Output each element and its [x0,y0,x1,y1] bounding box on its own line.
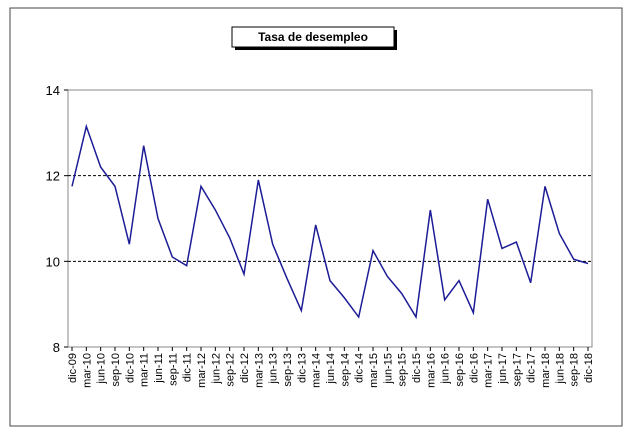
chart-frame [9,7,623,427]
x-tick-label: jun-15 [382,353,394,385]
title-box [231,26,395,48]
x-tick-label: jun-18 [554,353,566,385]
x-tick-label: mar-13 [253,353,265,388]
x-tick-label: jun-14 [325,353,337,385]
x-tick-label: mar-18 [540,353,552,388]
x-tick-label: sep-17 [511,353,523,387]
x-tick-label: sep-12 [225,353,237,387]
x-tick-label: jun-11 [153,353,165,384]
x-tick-label: sep-14 [339,353,351,387]
x-tick-label: mar-11 [139,353,151,387]
x-tick-label: jun-10 [96,353,108,385]
x-tick-label: dic-11 [182,353,194,382]
x-tick-label: dic-13 [296,353,308,383]
x-tick-label: dic-17 [526,353,538,383]
x-tick-label: dic-16 [468,353,480,383]
x-tick-label: jun-12 [210,353,222,385]
x-tick-label: dic-10 [124,353,136,383]
x-tick-label: sep-13 [282,353,294,387]
x-tick-label: mar-14 [311,353,323,388]
x-tick-label: sep-15 [397,353,409,387]
x-tick-label: dic-18 [583,353,595,383]
y-tick-label: 10 [46,254,60,269]
y-tick-label: 14 [46,83,60,98]
x-tick-label: jun-16 [440,353,452,385]
x-tick-label: sep-10 [110,353,122,387]
x-tick-label: jun-17 [497,353,509,385]
x-tick-label: dic-14 [354,353,366,383]
x-tick-label: mar-15 [368,353,380,388]
x-tick-label: dic-15 [411,353,423,383]
y-tick-label: 12 [46,169,60,184]
x-tick-label: mar-16 [425,353,437,388]
x-tick-label: sep-18 [569,353,581,387]
x-tick-label: mar-10 [81,353,93,388]
chart-title: Tasa de desempleo [258,30,368,44]
x-tick-label: dic-12 [239,353,251,383]
x-tick-label: mar-12 [196,353,208,388]
line-series [71,123,589,320]
x-tick-label: sep-11 [167,353,179,386]
x-tick-label: sep-16 [454,353,466,387]
y-tick-label: 8 [53,340,60,355]
x-tick-label: jun-13 [268,353,280,385]
x-tick-label: dic-09 [67,353,79,383]
x-tick-label: mar-17 [483,353,495,388]
